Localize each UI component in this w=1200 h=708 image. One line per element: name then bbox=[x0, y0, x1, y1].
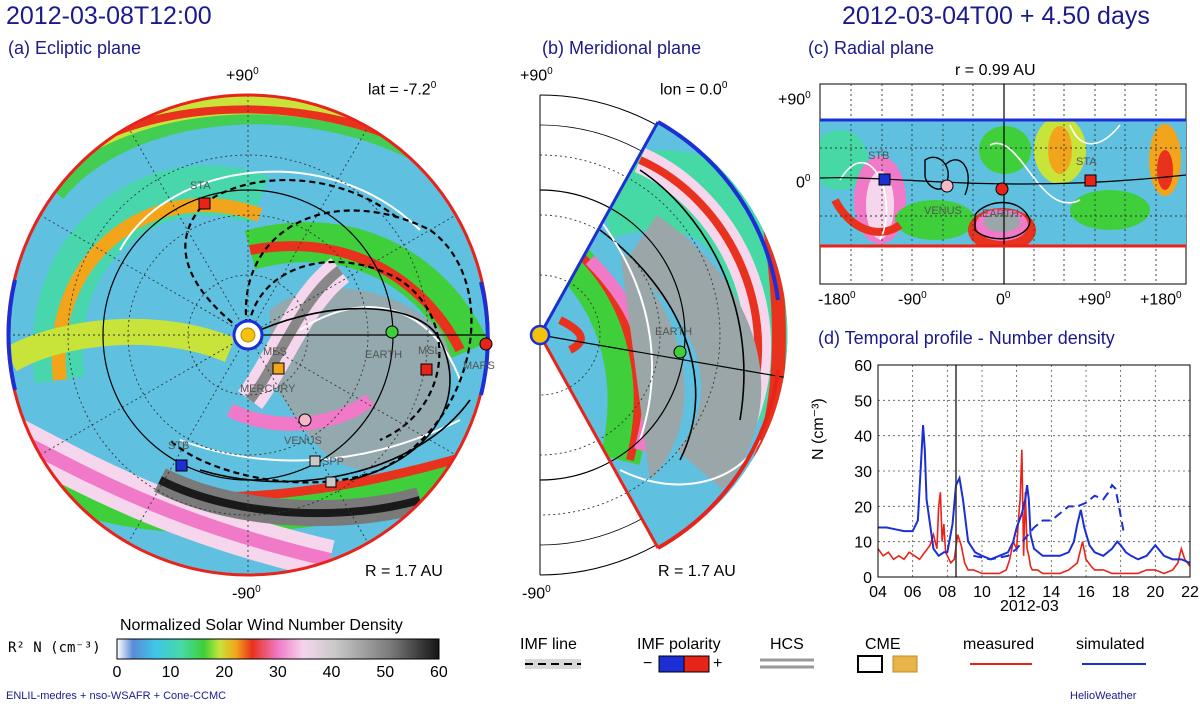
panel-c-label-venus: VENUS bbox=[924, 205, 962, 217]
footer-left: ENLIL-medres + nso-WSAFR + Cone-CCMC bbox=[6, 690, 227, 702]
panel-a-lat-label: lat = -7.20 bbox=[368, 80, 437, 99]
chart-y-tick-label: 60 bbox=[854, 358, 872, 375]
chart-y-tick-label: 20 bbox=[854, 499, 872, 516]
colorbar-tick-label: 30 bbox=[269, 664, 287, 681]
panel-a-bottom-label: -900 bbox=[232, 584, 261, 603]
colorbar-title: Normalized Solar Wind Number Density bbox=[120, 617, 403, 634]
chart-series-simulated-dashed bbox=[973, 483, 1126, 561]
panel-c-label-earth: EARTH bbox=[982, 208, 1020, 220]
chart-x-tick-label: 08 bbox=[938, 584, 956, 601]
legend-cme-outline-icon bbox=[857, 655, 883, 673]
panel-b-r-label: R = 1.7 AU bbox=[658, 563, 736, 580]
legend-hcs-label: HCS bbox=[770, 636, 804, 653]
panel-c-xtick-0: 00 bbox=[996, 290, 1011, 309]
chart-x-tick-label: 10 bbox=[973, 584, 991, 601]
c-earth-marker-icon bbox=[995, 182, 1009, 196]
sta-marker-icon bbox=[198, 197, 211, 210]
chart-ylabel: N (cm⁻³) bbox=[810, 398, 827, 460]
earth-marker-icon bbox=[385, 325, 399, 339]
panel-c-title: (c) Radial plane bbox=[808, 38, 935, 58]
label-mars: MARS bbox=[463, 360, 495, 372]
colorbar-gradient bbox=[116, 638, 440, 660]
panel-c-label-sta: STA bbox=[1076, 156, 1097, 168]
panel-c-ytick-0: 00 bbox=[796, 173, 811, 192]
chart-x-tick-label: 16 bbox=[1077, 584, 1095, 601]
panel-b-top-label: +900 bbox=[520, 66, 553, 85]
spp2-marker-icon bbox=[325, 476, 337, 488]
chart-title: (d) Temporal profile - Number density bbox=[818, 328, 1115, 348]
colorbar-tick-label: 60 bbox=[430, 664, 448, 681]
c-venus-marker-icon bbox=[940, 179, 954, 193]
msl-marker-icon bbox=[420, 363, 433, 376]
label-msl: MSL bbox=[418, 345, 441, 357]
legend-polarity-minus-icon bbox=[658, 655, 685, 673]
c-sta-marker-icon bbox=[1084, 174, 1097, 187]
label-stb: STB bbox=[168, 440, 190, 452]
sun-b-icon bbox=[529, 324, 551, 346]
footer-right: HelioWeather bbox=[1070, 690, 1137, 702]
chart-y-tick-label: 50 bbox=[854, 393, 872, 410]
colorbar-tick-label: 40 bbox=[322, 664, 341, 681]
panel-c-xtick-m180: -1800 bbox=[818, 290, 856, 309]
label-mercury: MERCURY bbox=[240, 383, 296, 395]
label-mes: MES bbox=[263, 346, 287, 358]
panel-c-xtick-p90: +900 bbox=[1078, 290, 1111, 309]
ecliptic-background bbox=[8, 95, 488, 575]
legend-imf-polarity-label: IMF polarity bbox=[637, 636, 721, 653]
venus-marker-icon bbox=[298, 413, 312, 427]
legend-plus-label: + bbox=[713, 655, 723, 672]
panel-a-r-label: R = 1.7 AU bbox=[365, 563, 443, 580]
legend-polarity-plus-icon bbox=[683, 655, 710, 673]
panel-b-lon-label: lon = 0.00 bbox=[660, 80, 728, 99]
spp-marker-icon bbox=[309, 455, 321, 467]
label-spp: SPP bbox=[322, 456, 345, 468]
panel-c-xtick-m90: -900 bbox=[898, 290, 927, 309]
sun-icon bbox=[232, 319, 264, 351]
panel-b-bottom-label: -900 bbox=[522, 584, 551, 603]
chart-x-tick-label: 04 bbox=[869, 584, 887, 601]
mars-marker-icon bbox=[479, 337, 493, 351]
chart-y-tick-label: 10 bbox=[854, 535, 872, 552]
legend-cme-label: CME bbox=[865, 636, 901, 653]
label-venus: VENUS bbox=[284, 435, 322, 447]
label-earth: EARTH bbox=[365, 349, 403, 361]
legend-imf-line-label: IMF line bbox=[520, 636, 577, 653]
header-left-title: 2012-03-08T12:00 bbox=[6, 2, 212, 30]
label-sta: STA bbox=[190, 180, 211, 192]
chart-y-tick-label: 40 bbox=[854, 429, 872, 446]
panel-c-xtick-p180: +1800 bbox=[1140, 290, 1182, 309]
chart-x-tick-label: 22 bbox=[1181, 584, 1199, 601]
mes-marker-icon bbox=[272, 362, 285, 375]
colorbar-tick-label: 0 bbox=[112, 664, 122, 681]
chart-x-tick-label: 18 bbox=[1112, 584, 1130, 601]
chart-y-tick-label: 0 bbox=[863, 570, 872, 587]
colorbar-tick-label: 10 bbox=[161, 664, 180, 681]
chart-x-tick-label: 06 bbox=[904, 584, 922, 601]
panel-c-ytick-90: +900 bbox=[778, 90, 811, 109]
legend-simulated-label: simulated bbox=[1076, 636, 1145, 653]
c-stb-marker-icon bbox=[878, 173, 891, 186]
panel-b-title: (b) Meridional plane bbox=[542, 38, 702, 58]
colorbar-tick-label: 20 bbox=[215, 664, 234, 681]
panel-c-r-label: r = 0.99 AU bbox=[955, 62, 1036, 79]
chart-series-simulated bbox=[878, 424, 1191, 564]
header-right-title: 2012-03-04T00 + 4.50 days bbox=[842, 2, 1150, 30]
panel-a-title: (a) Ecliptic plane bbox=[8, 38, 142, 58]
earth-b-marker-icon bbox=[673, 345, 687, 359]
panel-b-label-earth: EARTH bbox=[655, 326, 693, 338]
colorbar-unit-label: R² N (cm⁻³) bbox=[8, 640, 101, 656]
legend-cme-fill-icon bbox=[892, 655, 918, 673]
colorbar-tick-label: 50 bbox=[376, 664, 395, 681]
legend-measured-label: measured bbox=[963, 636, 1035, 653]
panel-a-top-label: +900 bbox=[226, 66, 259, 85]
chart-x-tick-label: 20 bbox=[1146, 584, 1164, 601]
chart-series-measured bbox=[877, 449, 1191, 575]
panel-c-label-stb: STB bbox=[868, 150, 890, 162]
chart-xlabel: 2012-03 bbox=[1000, 598, 1059, 615]
stb-marker-icon bbox=[175, 459, 188, 472]
chart-y-tick-label: 30 bbox=[854, 464, 872, 481]
legend-minus-label: − bbox=[643, 655, 653, 672]
chart-frame bbox=[877, 364, 1191, 578]
